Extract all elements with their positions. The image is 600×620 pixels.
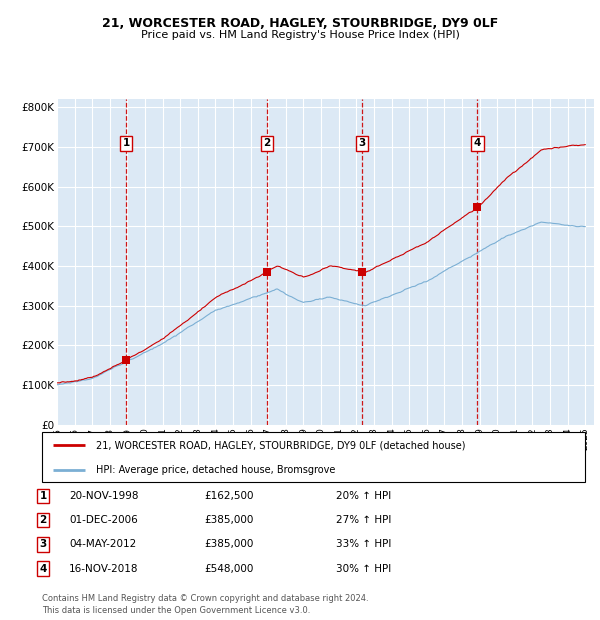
Text: HPI: Average price, detached house, Bromsgrove: HPI: Average price, detached house, Brom…	[97, 464, 335, 475]
Text: 20-NOV-1998: 20-NOV-1998	[69, 491, 139, 501]
Text: 21, WORCESTER ROAD, HAGLEY, STOURBRIDGE, DY9 0LF: 21, WORCESTER ROAD, HAGLEY, STOURBRIDGE,…	[102, 17, 498, 30]
Text: 01-DEC-2006: 01-DEC-2006	[69, 515, 138, 525]
Text: 27% ↑ HPI: 27% ↑ HPI	[336, 515, 391, 525]
Text: £162,500: £162,500	[204, 491, 254, 501]
Text: £548,000: £548,000	[204, 564, 253, 574]
Text: 2: 2	[263, 138, 271, 148]
Text: 1: 1	[122, 138, 130, 148]
Text: £385,000: £385,000	[204, 539, 253, 549]
Text: 21, WORCESTER ROAD, HAGLEY, STOURBRIDGE, DY9 0LF (detached house): 21, WORCESTER ROAD, HAGLEY, STOURBRIDGE,…	[97, 440, 466, 450]
Text: 20% ↑ HPI: 20% ↑ HPI	[336, 491, 391, 501]
Text: £385,000: £385,000	[204, 515, 253, 525]
Text: 16-NOV-2018: 16-NOV-2018	[69, 564, 139, 574]
Text: 1: 1	[40, 491, 47, 501]
Text: Contains HM Land Registry data © Crown copyright and database right 2024.
This d: Contains HM Land Registry data © Crown c…	[42, 594, 368, 615]
Text: 04-MAY-2012: 04-MAY-2012	[69, 539, 136, 549]
Text: 3: 3	[358, 138, 366, 148]
Text: Price paid vs. HM Land Registry's House Price Index (HPI): Price paid vs. HM Land Registry's House …	[140, 30, 460, 40]
Text: 33% ↑ HPI: 33% ↑ HPI	[336, 539, 391, 549]
Text: 30% ↑ HPI: 30% ↑ HPI	[336, 564, 391, 574]
Text: 4: 4	[474, 138, 481, 148]
Text: 3: 3	[40, 539, 47, 549]
Text: 2: 2	[40, 515, 47, 525]
Text: 4: 4	[40, 564, 47, 574]
